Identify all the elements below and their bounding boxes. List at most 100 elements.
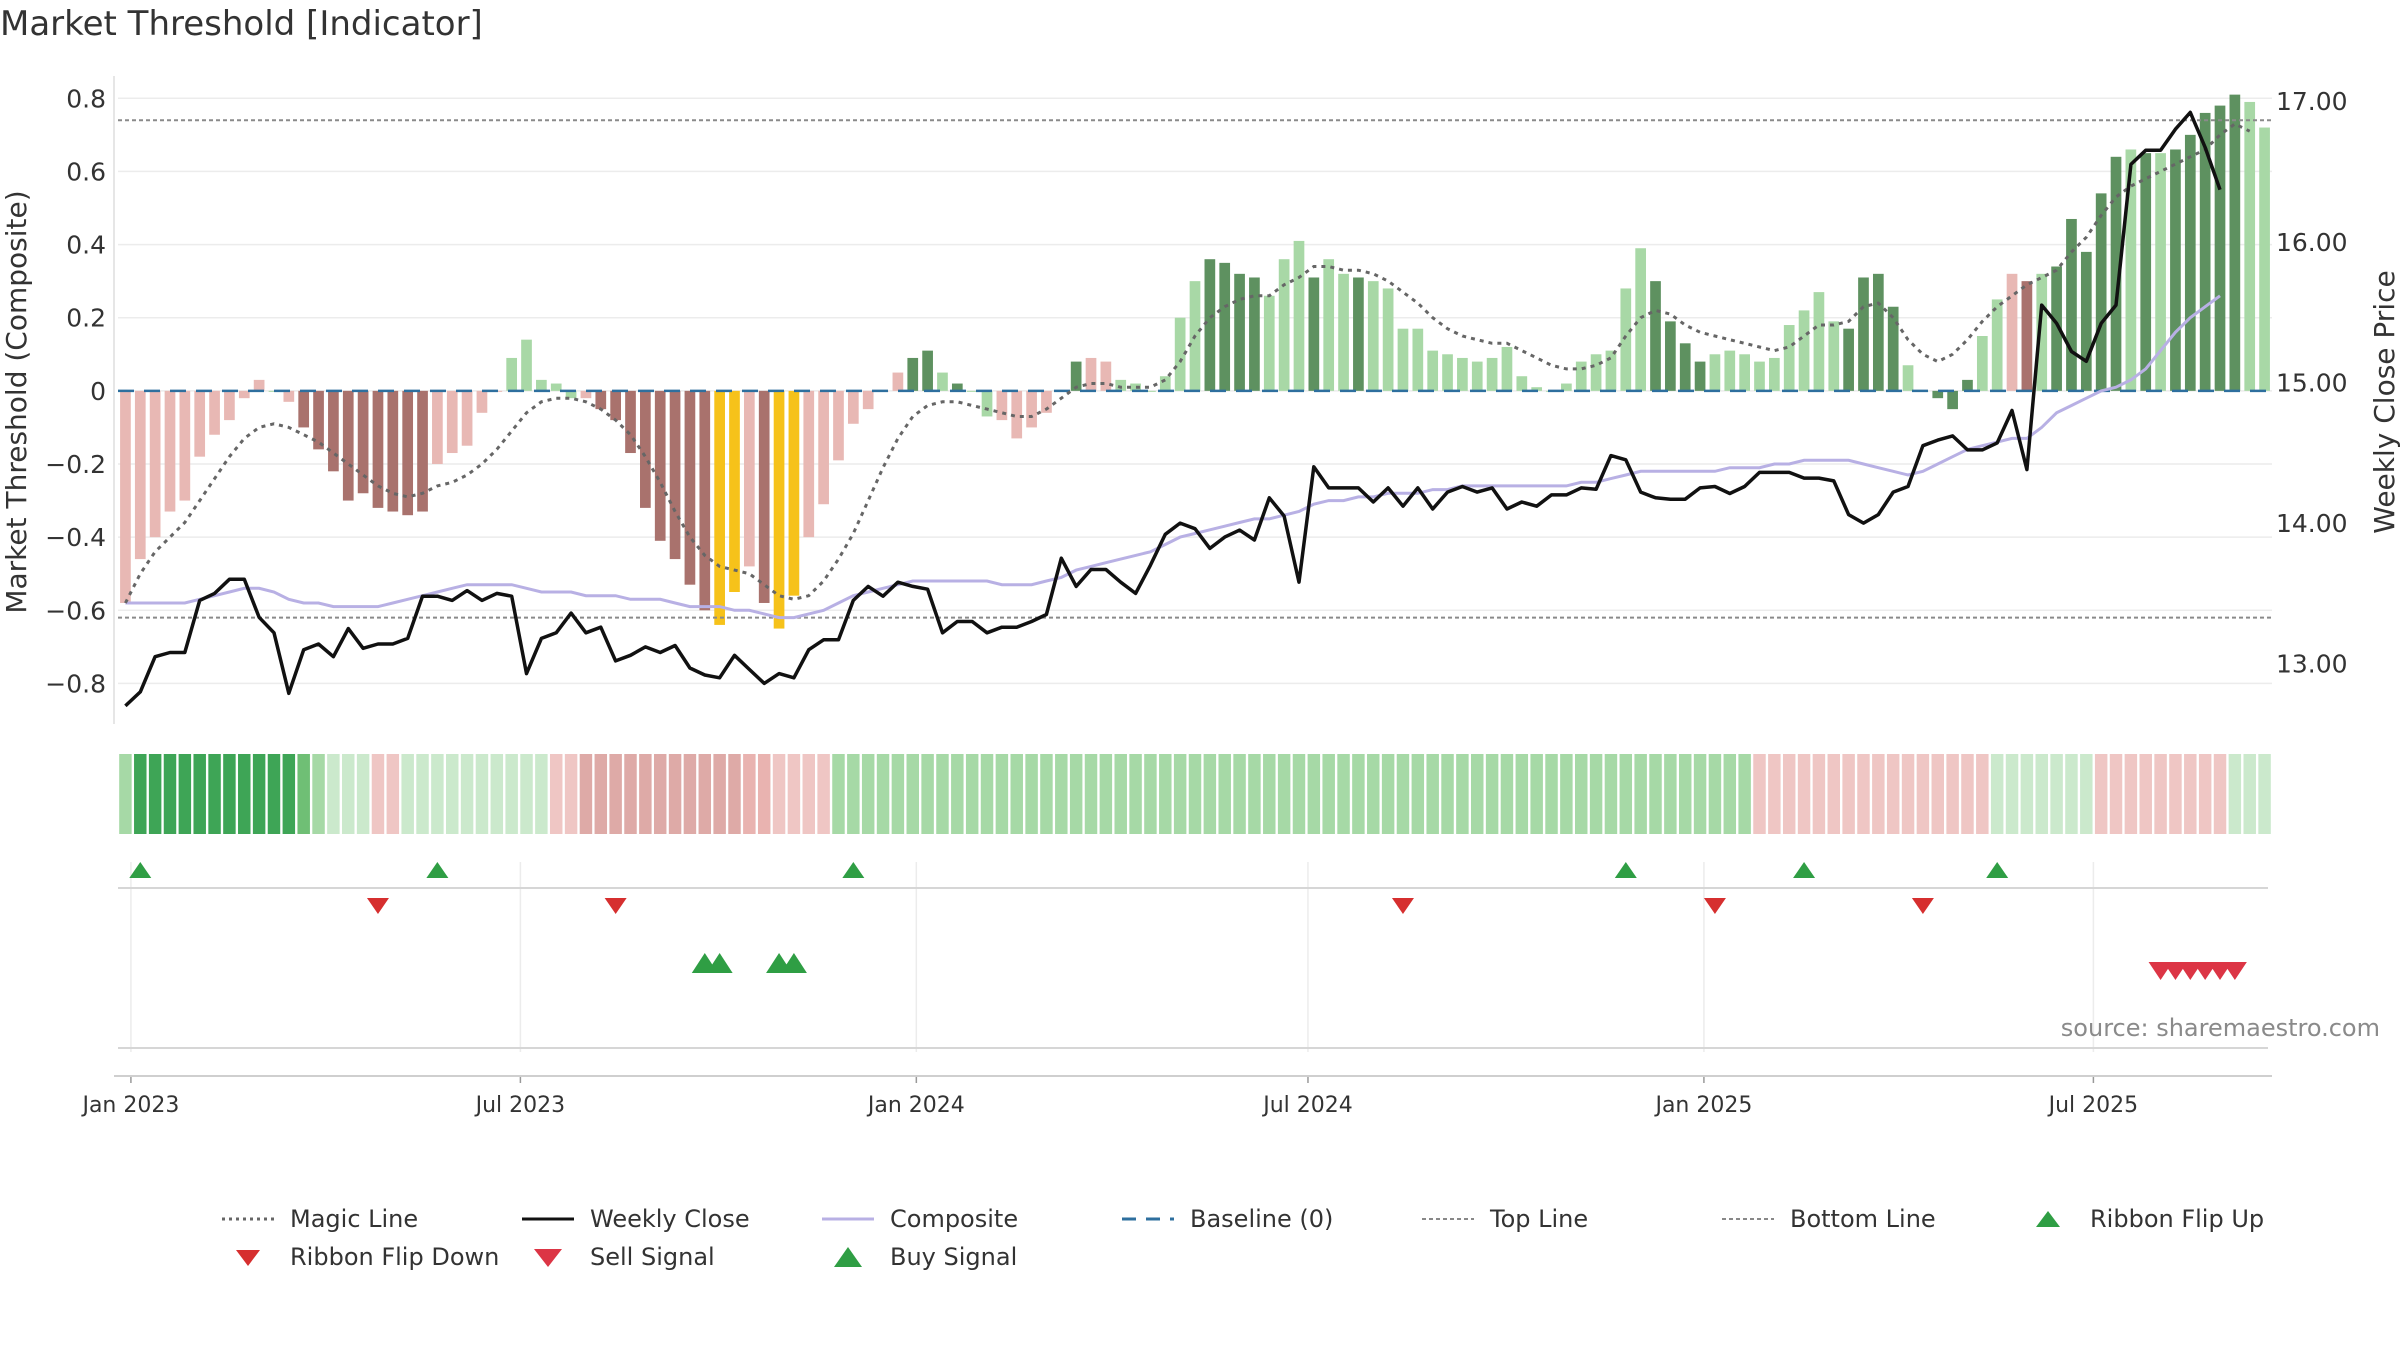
- bar: [164, 390, 176, 512]
- bar: [1665, 321, 1676, 391]
- axis-layer: 0.8 0.6 0.4 0.2 0 −0.2 −0.4 −0.6 −0.8 17.00 16.00 1…: [45, 76, 2348, 1118]
- triangle-down-icon: [534, 1249, 562, 1267]
- ribbon-cell: [1114, 754, 1127, 834]
- bar: [1635, 248, 1647, 391]
- y-tick-label: −0.2: [45, 450, 106, 479]
- ribbon-cell: [1545, 754, 1558, 834]
- bar: [699, 390, 711, 611]
- bar: [937, 372, 948, 391]
- ribbon-cell: [1515, 754, 1529, 834]
- ribbon-cell: [1604, 754, 1618, 834]
- ribbon-cell: [579, 754, 593, 834]
- bar: [1115, 379, 1127, 391]
- baseline-swatch: [1122, 1217, 1174, 1221]
- bar: [1739, 354, 1750, 391]
- bar: [1724, 350, 1736, 391]
- ribbon-cell: [1560, 754, 1573, 834]
- triangle-up-icon: [834, 1247, 862, 1267]
- ribbon-flip-down-marker: [1391, 898, 1414, 914]
- ribbon-cell: [1916, 754, 1930, 834]
- ribbon-cell: [208, 754, 221, 834]
- bar: [1605, 350, 1617, 391]
- composite-line: [125, 294, 2221, 620]
- legend-composite: Composite: [820, 1205, 1120, 1233]
- x-tick-label: Jul 2023: [474, 1093, 566, 1118]
- bar: [328, 390, 339, 472]
- x-tick-label: Jan 2025: [1653, 1093, 1752, 1118]
- bar: [2184, 134, 2196, 391]
- ribbon-cell: [1753, 754, 1766, 834]
- ribbon-cell: [1441, 754, 1454, 834]
- bar: [1011, 390, 1023, 439]
- bar: [417, 390, 428, 512]
- ribbon-flip-down-marker: [1703, 898, 1726, 914]
- bar: [907, 357, 919, 391]
- ribbon-cell: [1456, 754, 1469, 834]
- ribbon-cell: [743, 754, 756, 834]
- bar: [387, 390, 399, 512]
- ribbon-cell: [936, 754, 949, 834]
- ribbon-cell: [1797, 754, 1811, 834]
- legend-label: Weekly Close: [590, 1205, 750, 1233]
- bar: [892, 372, 904, 391]
- y2-tick-label: 13.00: [2276, 650, 2348, 679]
- y-tick-label: 0: [90, 377, 106, 406]
- legend-label: Buy Signal: [890, 1243, 1018, 1271]
- ribbon-cell: [1084, 754, 1098, 834]
- ribbon-cell: [1723, 754, 1737, 834]
- chart-title: Market Threshold [Indicator]: [0, 4, 483, 44]
- ribbon-cell: [1337, 754, 1350, 834]
- bar: [654, 390, 666, 541]
- legend-label: Bottom Line: [1790, 1205, 1936, 1233]
- ribbon-cell: [713, 754, 726, 834]
- ribbon-cell: [2109, 754, 2123, 834]
- bar: [1650, 281, 1661, 391]
- ribbon-flip-down-marker: [1911, 898, 1934, 914]
- legend-top-line: Top Line: [1420, 1205, 1720, 1233]
- bar: [2095, 193, 2107, 391]
- legend: Magic Line Weekly Close Composite Baseli…: [220, 1200, 2400, 1276]
- ribbon-cell: [1782, 754, 1796, 834]
- y-tick-label: −0.4: [45, 523, 106, 552]
- ribbon-cell: [1574, 754, 1588, 834]
- y2-tick-label: 16.00: [2276, 228, 2348, 257]
- bar: [1323, 259, 1335, 391]
- ribbon-cell: [1159, 754, 1172, 834]
- ribbon-cell: [1069, 754, 1083, 834]
- ribbon-cell: [965, 754, 979, 834]
- bar: [372, 390, 384, 508]
- bar: [1130, 383, 1141, 391]
- bar: [1754, 361, 1765, 391]
- ribbon-cell: [1738, 754, 1751, 834]
- ribbon-cell: [1471, 754, 1484, 834]
- bar: [2125, 149, 2137, 391]
- lines-layer: [118, 110, 2272, 708]
- ribbon-cell: [1827, 754, 1841, 834]
- legend-label: Baseline (0): [1190, 1205, 1334, 1233]
- bar: [996, 390, 1008, 421]
- ribbon-cell: [238, 754, 251, 834]
- ribbon-cell: [921, 754, 934, 834]
- buy-signal-marker: [780, 953, 807, 973]
- ribbon-cell: [2139, 754, 2152, 834]
- bar: [2229, 94, 2241, 391]
- ribbon-cell: [1367, 754, 1380, 834]
- ribbon-cell: [1708, 754, 1722, 834]
- ribbon-cell: [1277, 754, 1291, 834]
- legend-label: Composite: [890, 1205, 1019, 1233]
- bar: [1872, 273, 1884, 391]
- ribbon-cell: [1485, 754, 1499, 834]
- bar: [1204, 259, 1216, 391]
- ribbon-cell: [2198, 754, 2212, 834]
- ribbon-flip-up-marker: [1793, 862, 1816, 878]
- ribbon-cell: [639, 754, 652, 834]
- bar: [595, 390, 607, 410]
- ribbon-cell: [475, 754, 489, 834]
- ribbon-cell: [1426, 754, 1439, 834]
- bar: [1620, 288, 1632, 391]
- ribbon-cell: [817, 754, 830, 834]
- bar: [357, 390, 369, 494]
- ribbon-cell: [505, 754, 518, 834]
- ribbon-cell: [1768, 754, 1781, 834]
- ribbon-cell: [282, 754, 296, 834]
